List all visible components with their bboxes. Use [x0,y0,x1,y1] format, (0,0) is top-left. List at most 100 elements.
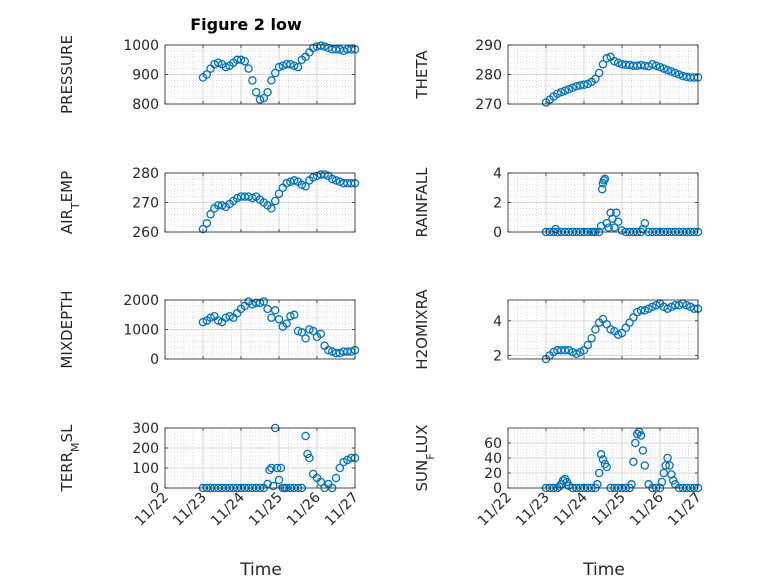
y-tick-label: 290 [475,38,502,54]
data-point [594,468,604,478]
plot-area [508,300,698,359]
data-point [274,314,284,324]
subplot-pressure: 800 900 1000 PRESSURE [58,35,360,114]
data-point [301,334,310,343]
y-tick-label: 1000 [123,38,159,54]
data-point [631,438,640,448]
data-point [225,311,234,321]
data-point [213,201,223,210]
y-label-rest: SL [58,424,76,443]
data-point [613,58,623,67]
data-point [663,65,672,75]
subplot-h2omixra: 2 4 H2OMIXRA [413,289,703,370]
data-point [263,87,272,97]
y-label-rest: LUX [413,425,431,454]
data-point [248,193,257,203]
subplot-terr-msl: 0100200300TERRMSL11/2211/2311/2411/2511/… [58,421,362,580]
data-point [301,182,310,191]
data-point [331,348,341,358]
data-point [270,68,280,78]
data-point [638,446,648,455]
y-tick-label: 280 [132,166,159,182]
data-point [270,196,280,206]
data-point [665,461,674,470]
subplot-mixdepth: 0 1000 2000 MIXDEPTH [58,290,360,369]
data-point [248,76,257,85]
y-label-subscript: T [69,202,82,210]
data-point [331,176,341,185]
data-point [213,316,223,325]
data-point [575,81,585,90]
data-point [240,56,250,66]
x-tick-label: 11/26 [627,489,667,529]
y-label-subscript: M [69,442,82,452]
data-point [572,82,581,91]
y-label-main: TERR [58,452,76,493]
data-point [282,179,291,188]
data-point [674,70,684,79]
data-point [599,176,609,185]
data-point [265,465,274,475]
subplot-air-temp: 260 270 280 AIRTEMP [58,166,360,241]
data-point [303,449,312,459]
data-point [335,177,345,187]
data-point [667,67,676,76]
data-point [613,217,623,226]
figure-title: Figure 2 low [190,15,302,34]
y-tick-label: 0 [493,225,502,241]
y-tick-label: 280 [475,68,502,84]
data-point [636,306,646,315]
y-tick-label: 270 [132,196,159,212]
y-axis-label: SUNFLUX [413,425,437,492]
x-axis-label: Time [239,560,282,580]
x-tick-label: 11/23 [513,490,553,530]
data-point [206,210,215,219]
data-point [610,223,619,232]
data-point [597,184,607,194]
data-point [259,297,269,306]
data-point [331,473,341,483]
data-point [269,481,278,491]
data-point [289,176,299,185]
data-point [206,313,215,322]
data-point [267,204,276,213]
data-point [324,345,333,355]
data-point [591,74,600,84]
data-point [600,174,610,184]
data-point [289,61,299,70]
data-point [305,325,314,334]
y-label-main: SUN [413,460,431,492]
data-point [553,89,562,98]
data-point [198,224,208,234]
data-point [598,59,608,69]
data-point [278,61,288,70]
y-label-subscript: F [424,453,437,459]
data-point [583,340,593,350]
x-tick-label: 11/27 [322,490,362,530]
data-point [667,470,676,479]
y-axis-label: H2OMIXRA [413,289,431,370]
data-point [282,319,291,328]
y-tick-label: 200 [132,441,159,457]
data-point [286,59,295,69]
data-point [629,457,638,467]
data-point [556,87,566,97]
data-point [651,61,661,70]
data-point [612,208,621,218]
data-point [297,180,307,190]
data-point [301,431,310,441]
data-point [558,476,568,485]
data-point [617,226,627,235]
data-point [655,62,665,72]
data-point [335,348,345,358]
data-point [670,300,680,310]
data-point [602,54,612,63]
y-axis-label: PRESSURE [58,35,76,114]
data-point [596,450,606,459]
data-point [327,174,337,184]
y-tick-label: 2 [493,349,502,365]
data-point [636,431,646,440]
y-tick-label: 40 [484,451,502,467]
data-point [640,61,650,70]
